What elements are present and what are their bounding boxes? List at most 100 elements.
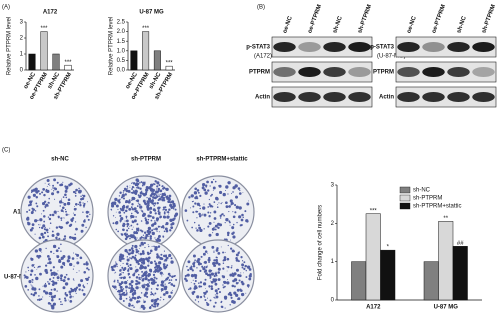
lane-label: sh-PTPRM bbox=[481, 4, 497, 34]
blot-band bbox=[472, 92, 495, 102]
bar bbox=[452, 246, 468, 301]
legend-swatch bbox=[399, 186, 411, 194]
y-axis-label: Fold change of cell numbers bbox=[318, 205, 324, 280]
colonies bbox=[26, 178, 91, 245]
blot-band bbox=[447, 42, 470, 52]
y-tick-label: 1 bbox=[20, 52, 24, 58]
blot-band bbox=[348, 92, 371, 102]
y-tick-label: 2 bbox=[331, 221, 335, 227]
legend-label: sh-NC bbox=[413, 188, 431, 194]
lane-label: sh-NC bbox=[456, 15, 468, 34]
significance: *** bbox=[166, 61, 174, 67]
cell-line-label: (A172) bbox=[254, 54, 272, 60]
bar bbox=[153, 50, 161, 71]
row-label: Actin bbox=[379, 95, 394, 101]
bar bbox=[423, 261, 439, 301]
row-label: U-87-MG bbox=[4, 275, 29, 281]
y-axis-label: Relative PTPRM level bbox=[7, 17, 13, 75]
y-tick-label: 0 bbox=[331, 298, 335, 304]
colonies bbox=[110, 178, 179, 246]
blot-strip bbox=[395, 86, 497, 108]
y-axis-label: Relative PTPRM level bbox=[109, 17, 115, 75]
blot-band bbox=[298, 92, 321, 102]
blot-band bbox=[323, 92, 346, 102]
panel-label: (A) bbox=[2, 5, 10, 11]
chart-title: A172 bbox=[43, 10, 58, 16]
blot-band bbox=[348, 42, 371, 52]
blot-band bbox=[323, 42, 346, 52]
y-tick-label: 3 bbox=[331, 183, 335, 189]
significance: ** bbox=[443, 216, 448, 222]
lane-label: sh-NC bbox=[332, 15, 344, 34]
y-tick-label: 0.5 bbox=[117, 58, 126, 64]
legend-label: sh-PTPRM+stattic bbox=[413, 204, 462, 210]
blot-band bbox=[298, 67, 321, 77]
significance: * bbox=[387, 245, 390, 251]
bar bbox=[130, 50, 138, 71]
lane-label: oe-PTPRM bbox=[307, 4, 323, 34]
significance: ## bbox=[457, 241, 464, 247]
bar bbox=[40, 31, 48, 71]
row-label: PTPRM bbox=[249, 70, 270, 76]
bar bbox=[165, 65, 173, 71]
row-label: Actin bbox=[255, 95, 270, 101]
blot-strip bbox=[395, 36, 497, 58]
y-tick-label: 1 bbox=[331, 259, 335, 265]
significance: *** bbox=[142, 26, 150, 32]
row-label: p-STAT3 bbox=[246, 45, 270, 51]
colonies bbox=[184, 178, 250, 245]
bar bbox=[28, 53, 36, 71]
blot-strip bbox=[395, 61, 497, 83]
blot-band bbox=[422, 42, 445, 52]
blot-band bbox=[397, 42, 420, 52]
row-label: p-STAT3 bbox=[370, 45, 394, 51]
legend-swatch bbox=[399, 194, 411, 202]
blot-band bbox=[447, 67, 470, 77]
y-tick-label: 3 bbox=[20, 20, 24, 26]
lane-label: oe-PTPRM bbox=[431, 4, 447, 34]
bar bbox=[351, 261, 367, 301]
blot-band bbox=[348, 67, 371, 77]
y-tick-label: 2 bbox=[20, 36, 24, 42]
blot-band bbox=[397, 67, 420, 77]
y-tick-label: 2.0 bbox=[117, 29, 126, 35]
bar bbox=[52, 53, 60, 71]
legend-swatch bbox=[399, 202, 411, 210]
blot-band bbox=[447, 92, 470, 102]
blot-band bbox=[422, 67, 445, 77]
lane-label: sh-PTPRM bbox=[357, 4, 373, 34]
significance: *** bbox=[40, 26, 48, 32]
blot-band bbox=[472, 42, 495, 52]
blot-strip bbox=[271, 61, 373, 83]
blot-band bbox=[323, 67, 346, 77]
lane-label: oe-NC bbox=[282, 15, 294, 34]
colonies bbox=[184, 244, 252, 309]
blot-band bbox=[422, 92, 445, 102]
y-tick-label: 0 bbox=[20, 68, 24, 74]
blot-band bbox=[472, 67, 495, 77]
y-tick-label: 1.0 bbox=[117, 48, 126, 54]
cell-line-label: (U-87-MG) bbox=[377, 54, 406, 60]
colonies bbox=[23, 243, 90, 310]
blot-band bbox=[273, 42, 296, 52]
blot-strip bbox=[271, 86, 373, 108]
bar bbox=[64, 64, 72, 71]
blot-band bbox=[273, 92, 296, 102]
bar bbox=[365, 213, 381, 301]
blot-band bbox=[298, 42, 321, 52]
panel-label: (C) bbox=[2, 148, 10, 154]
panel-label: (B) bbox=[257, 5, 265, 11]
column-label: sh-PTPRM+stattic bbox=[196, 157, 248, 163]
y-tick-label: 1.5 bbox=[117, 39, 126, 45]
lane-label: oe-NC bbox=[406, 15, 418, 34]
bar bbox=[380, 249, 396, 301]
blot-band bbox=[397, 92, 420, 102]
blot-strip bbox=[271, 36, 373, 58]
y-tick-label: 0.0 bbox=[117, 68, 126, 74]
blot-band bbox=[273, 67, 296, 77]
significance: *** bbox=[64, 60, 72, 66]
colonies bbox=[110, 241, 178, 310]
row-label: PTPRM bbox=[373, 70, 394, 76]
x-tick-label: U-87 MG bbox=[434, 305, 459, 311]
